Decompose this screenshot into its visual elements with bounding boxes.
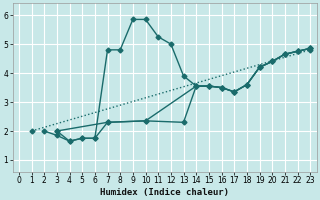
X-axis label: Humidex (Indice chaleur): Humidex (Indice chaleur) bbox=[100, 188, 229, 197]
